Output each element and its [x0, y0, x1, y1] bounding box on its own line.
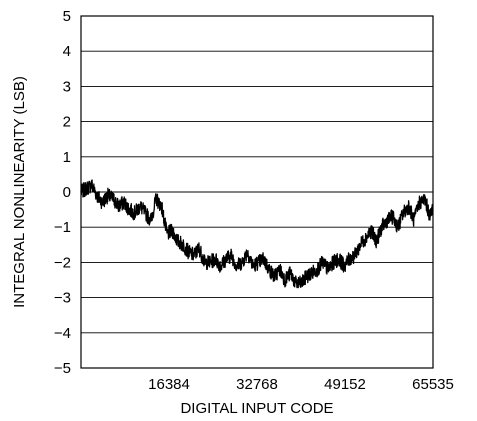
- y-tick-label: 4: [63, 43, 71, 60]
- x-tick-label: 16384: [148, 376, 190, 393]
- x-tick-label: 32768: [236, 376, 278, 393]
- series-line: [81, 180, 433, 288]
- x-tick-labels: 16384 32768 49152 65535: [148, 376, 454, 393]
- y-tick-labels: 5 4 3 2 1 0 −1 −2 −3 −4 −5: [54, 8, 71, 377]
- x-tick-label: 49152: [324, 376, 366, 393]
- y-tick-label: −2: [54, 254, 71, 271]
- y-tick-label: −5: [54, 360, 71, 377]
- y-tick-label: 5: [63, 8, 71, 25]
- y-tick-label: 1: [63, 149, 71, 166]
- x-tick-label: 65535: [412, 376, 454, 393]
- x-axis-title: DIGITAL INPUT CODE: [180, 400, 333, 417]
- series-layer: [81, 180, 433, 288]
- y-tick-label: 2: [63, 114, 71, 131]
- y-tick-label: −1: [54, 219, 71, 236]
- y-tick-label: 3: [63, 78, 71, 95]
- y-tick-label: 0: [63, 184, 71, 201]
- y-tick-label: −3: [54, 290, 71, 307]
- grid: [81, 51, 433, 333]
- y-tick-label: −4: [54, 325, 71, 342]
- y-axis-title: INTEGRAL NONLINEARITY (LSB): [11, 76, 28, 308]
